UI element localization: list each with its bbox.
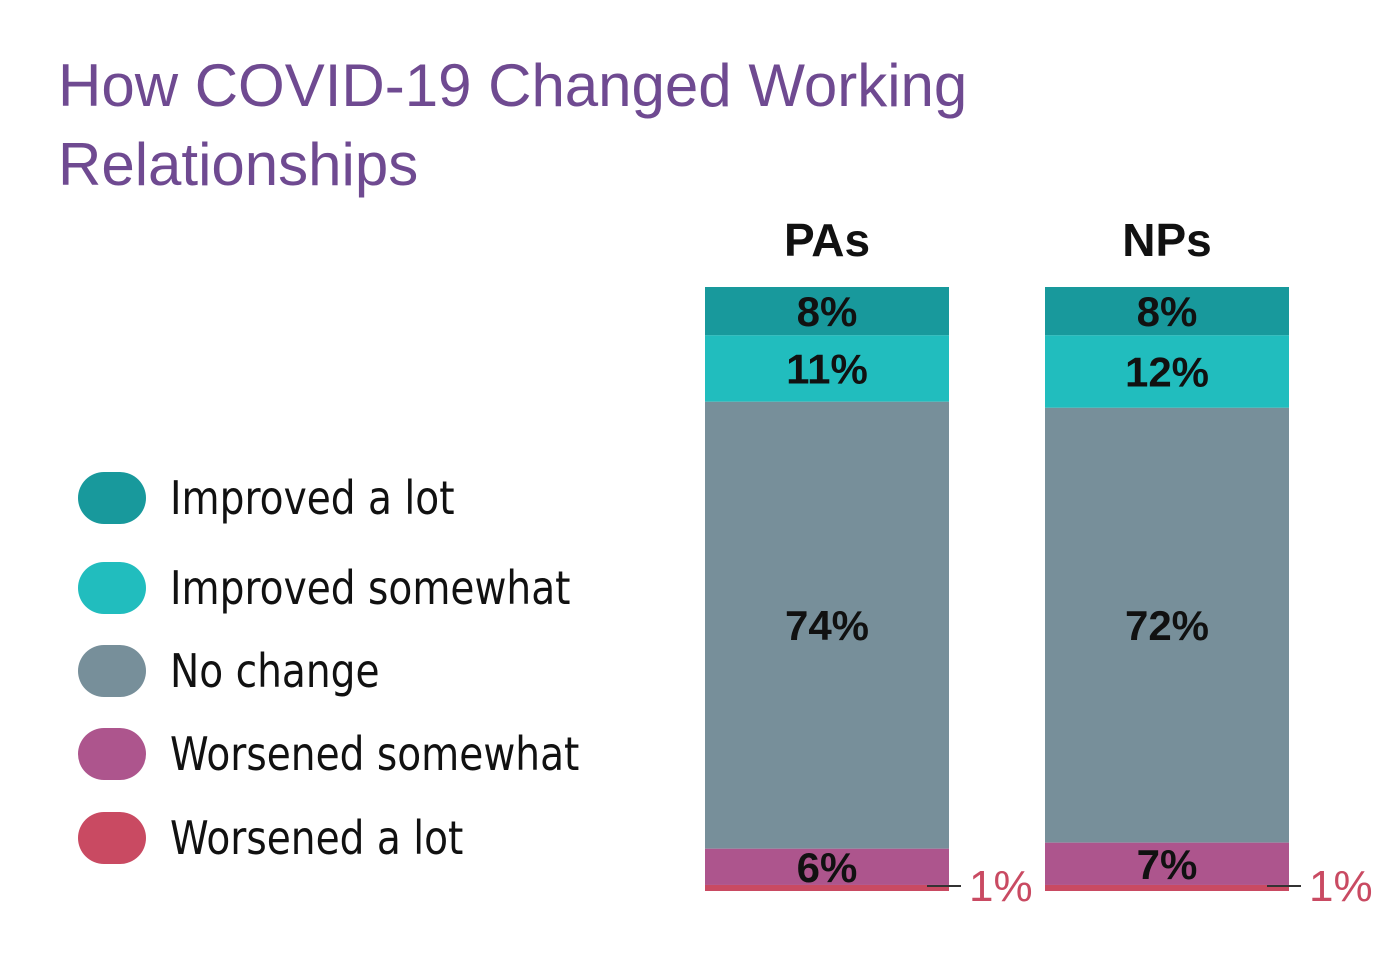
- legend-swatch: [78, 562, 146, 614]
- legend-item: Worsened a lot: [78, 811, 515, 865]
- bar-segment: [705, 287, 949, 336]
- bar-segment: [705, 335, 949, 402]
- bar-segment: [1045, 842, 1289, 885]
- bar-segment: [1045, 287, 1289, 336]
- data-label: 6%: [797, 844, 858, 891]
- bar-segment: [705, 848, 949, 885]
- chart-title: How COVID-19 Changed Working Relationshi…: [58, 52, 968, 198]
- legend-swatch: [78, 645, 146, 697]
- data-label: 11%: [786, 346, 868, 393]
- legend-label: Improved a lot: [170, 471, 455, 525]
- data-label: 1%: [1309, 862, 1373, 911]
- bar-segment: [1045, 335, 1289, 408]
- legend-item: Improved somewhat: [78, 561, 641, 615]
- data-label: 12%: [1125, 349, 1209, 396]
- legend-label: Improved somewhat: [170, 561, 571, 615]
- legend-item: Worsened somewhat: [78, 727, 652, 781]
- category-label: PAs: [784, 214, 870, 266]
- data-label: 74%: [785, 602, 869, 649]
- data-label: 8%: [1137, 288, 1198, 335]
- data-label: 7%: [1137, 841, 1198, 888]
- legend-swatch: [78, 472, 146, 524]
- legend-item: No change: [78, 644, 416, 698]
- data-label: 72%: [1125, 602, 1209, 649]
- data-label: 8%: [797, 288, 858, 335]
- legend-item: Improved a lot: [78, 471, 505, 525]
- data-label: 1%: [969, 862, 1033, 911]
- category-label: NPs: [1122, 214, 1211, 266]
- legend-label: No change: [170, 644, 380, 698]
- bar-segment: [1045, 407, 1289, 843]
- legend-label: Worsened a lot: [170, 811, 464, 865]
- legend-swatch: [78, 812, 146, 864]
- legend-label: Worsened somewhat: [170, 727, 580, 781]
- bar-segment: [705, 401, 949, 849]
- legend-swatch: [78, 728, 146, 780]
- bar-segment: [705, 884, 949, 891]
- bar-segment: [1045, 884, 1289, 891]
